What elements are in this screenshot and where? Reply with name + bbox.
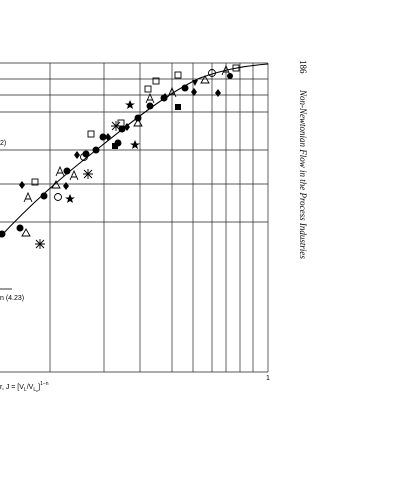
marker [192,80,198,86]
marker [63,167,71,175]
marker [174,71,182,79]
marker [54,193,62,201]
marker [65,194,75,203]
plot-grid [0,62,269,373]
marker [0,230,6,238]
x-tick-label: 1 [266,375,270,382]
marker [215,89,221,97]
marker [221,64,231,76]
legend-fragment: 2) [0,140,6,147]
data-markers [0,73,233,238]
fit-curve [0,63,269,238]
equation-label: n (4.23) [0,295,24,302]
marker [134,114,142,122]
marker [144,85,152,93]
marker [162,93,168,101]
running-title: Non-Newtonian Flow in the Process Indust… [298,89,308,259]
label-part: L [24,387,27,393]
page-number: 186 [298,60,308,74]
label-part: ] [38,384,40,391]
label-part: /V [27,384,34,391]
marker [227,73,233,79]
marker [167,86,177,98]
marker [80,153,88,161]
marker [51,180,61,189]
marker [130,140,140,149]
marker [181,84,189,92]
marker [83,169,93,179]
marker [74,151,80,159]
marker [40,192,48,200]
marker [146,102,154,110]
marker [55,165,65,177]
marker [152,77,160,85]
marker [124,123,130,131]
marker [23,191,33,203]
marker [87,130,95,138]
marker [105,133,111,141]
label-part: 1−n [40,381,49,387]
marker [69,169,79,181]
x-axis-label: r, J = [VL/VLc]1−n [0,381,49,393]
marker [125,100,135,109]
open-markers [21,64,240,249]
marker [99,133,107,141]
marker [191,88,197,96]
label-part: r, J = [V [0,384,24,391]
marker [112,143,118,149]
marker [200,75,210,84]
marker [19,181,25,189]
label-part: L [33,387,36,393]
label-part: c [36,388,38,393]
marker [111,121,121,131]
marker [232,64,240,72]
marker [63,182,69,190]
marker [145,92,155,104]
marker [35,239,45,249]
marker [31,178,39,186]
marker [133,118,143,127]
marker [118,125,126,133]
marker [208,69,216,77]
marker [175,104,181,110]
marker [16,224,24,232]
marker [92,146,100,154]
marker [21,228,31,237]
